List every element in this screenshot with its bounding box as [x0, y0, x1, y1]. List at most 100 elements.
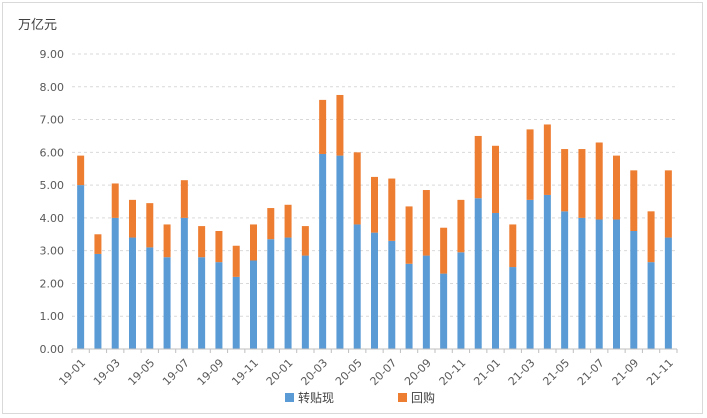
- bar-segment-discount: [509, 267, 517, 349]
- x-tick-label: 20-07: [368, 356, 400, 388]
- x-tick-label: 19-03: [91, 356, 123, 388]
- bar-segment-repo: [163, 224, 171, 258]
- y-tick-label: 4.00: [40, 212, 65, 225]
- bar-segment-repo: [526, 129, 534, 200]
- bar-segment-discount: [163, 257, 171, 349]
- bar-segment-discount: [301, 255, 309, 349]
- bar-segment-repo: [353, 152, 361, 225]
- bar-segment-discount: [129, 237, 136, 349]
- bar-segment-discount: [526, 199, 534, 349]
- bar-segment-repo: [94, 234, 102, 254]
- bar-segment-discount: [457, 252, 465, 349]
- x-tick-label: 21-09: [610, 356, 642, 388]
- x-tick-label: 19-09: [195, 356, 227, 388]
- bar-segment-discount: [180, 217, 188, 349]
- bar-segment-discount: [388, 240, 396, 349]
- x-tick-label: 21-11: [644, 356, 676, 388]
- bar-segment-discount: [371, 232, 378, 349]
- bar-segment-repo: [146, 203, 154, 248]
- bar-segment-discount: [146, 247, 154, 349]
- legend-label: 转贴现: [298, 390, 334, 405]
- bar-segment-repo: [77, 155, 85, 186]
- bar-segment-repo: [440, 227, 448, 274]
- bar-segment-discount: [492, 212, 499, 349]
- bar-segment-repo: [457, 199, 465, 253]
- bar-segment-repo: [111, 183, 119, 218]
- bar-segment-discount: [664, 237, 672, 349]
- bar-segment-discount: [405, 263, 413, 349]
- y-tick-label: 2.00: [40, 277, 65, 290]
- legend: 转贴现 回购: [285, 390, 435, 405]
- x-axis-tick-labels: 19-01 19-03 19-05 19-07 19-09 19-11 20-01 20-03…: [56, 356, 676, 388]
- bar-segment-repo: [284, 204, 292, 238]
- x-tick-label: 20-11: [437, 356, 469, 388]
- bar-segment-discount: [94, 253, 102, 349]
- x-axis: [71, 348, 678, 353]
- legend-label: 回购: [411, 390, 435, 405]
- bar-segment-repo: [319, 99, 327, 154]
- x-tick-label: 20-01: [264, 356, 296, 388]
- y-tick-label: 1.00: [40, 310, 65, 323]
- bar-segment-repo: [474, 135, 482, 199]
- bar-segment-repo: [543, 124, 551, 195]
- y-axis-unit-label: 万亿元: [18, 18, 58, 33]
- bar-segment-discount: [422, 255, 430, 349]
- bar-segment-discount: [319, 153, 327, 349]
- x-tick-label: 19-11: [229, 356, 261, 388]
- bar-segment-repo: [647, 211, 655, 263]
- y-tick-label: 8.00: [40, 81, 65, 94]
- x-tick-label: 21-07: [575, 356, 607, 388]
- bar-segment-repo: [561, 149, 569, 212]
- x-tick-label: 19-05: [126, 356, 158, 388]
- bar-segment-discount: [215, 262, 223, 349]
- bar-segment-discount: [198, 257, 206, 349]
- bar-segment-discount: [647, 262, 655, 349]
- bar-segment-repo: [664, 170, 672, 238]
- bar-segment-repo: [422, 190, 430, 256]
- bar-segment-discount: [595, 219, 603, 349]
- x-tick-label: 19-01: [56, 356, 88, 388]
- bar-segment-repo: [215, 231, 223, 263]
- x-tick-label: 21-03: [506, 356, 538, 388]
- y-tick-label: 5.00: [40, 179, 65, 192]
- bars: [77, 94, 672, 349]
- x-tick-label: 20-09: [402, 356, 434, 388]
- bar-segment-discount: [353, 224, 361, 349]
- bar-segment-repo: [267, 208, 275, 240]
- bar-segment-discount: [111, 217, 119, 349]
- bar-segment-repo: [371, 176, 378, 233]
- bar-segment-repo: [301, 226, 309, 256]
- x-tick-label: 20-05: [333, 356, 365, 388]
- y-tick-label: 3.00: [40, 245, 65, 258]
- bar-segment-discount: [336, 155, 344, 349]
- bar-segment-repo: [250, 224, 257, 261]
- y-axis-tick-labels: 0.00 1.00 2.00 3.00 4.00 5.00 6.00 7.00 8.00 9.00: [40, 48, 65, 356]
- bar-segment-repo: [388, 178, 396, 241]
- bar-segment-discount: [613, 219, 620, 349]
- y-tick-label: 6.00: [40, 146, 65, 159]
- bar-segment-discount: [232, 276, 240, 349]
- bar-segment-discount: [440, 273, 448, 349]
- bar-segment-discount: [250, 260, 257, 349]
- y-tick-label: 9.00: [40, 48, 65, 61]
- bar-segment-repo: [509, 224, 517, 268]
- bar-segment-repo: [129, 199, 136, 238]
- x-tick-label: 20-03: [298, 356, 330, 388]
- bar-segment-repo: [613, 155, 620, 220]
- bar-segment-discount: [284, 237, 292, 349]
- x-tick-label: 21-01: [471, 356, 503, 388]
- bar-segment-repo: [595, 142, 603, 220]
- x-tick-label: 19-07: [160, 356, 192, 388]
- bar-segment-discount: [474, 198, 482, 349]
- bar-segment-discount: [561, 211, 569, 349]
- legend-swatch: [285, 393, 294, 402]
- y-tick-label: 0.00: [40, 343, 65, 356]
- bar-segment-repo: [578, 149, 586, 218]
- bar-segment-repo: [180, 180, 188, 218]
- bar-segment-discount: [578, 217, 586, 349]
- bar-segment-repo: [198, 226, 206, 258]
- bar-segment-repo: [232, 245, 240, 277]
- bar-segment-repo: [405, 206, 413, 264]
- bar-segment-discount: [543, 194, 551, 349]
